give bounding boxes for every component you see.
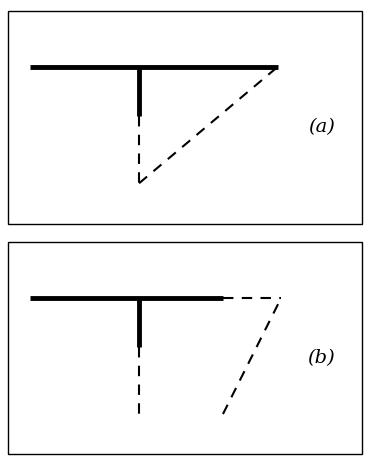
FancyBboxPatch shape <box>8 11 361 224</box>
Text: (b): (b) <box>308 349 335 367</box>
FancyBboxPatch shape <box>8 242 361 454</box>
Text: (a): (a) <box>308 118 335 136</box>
